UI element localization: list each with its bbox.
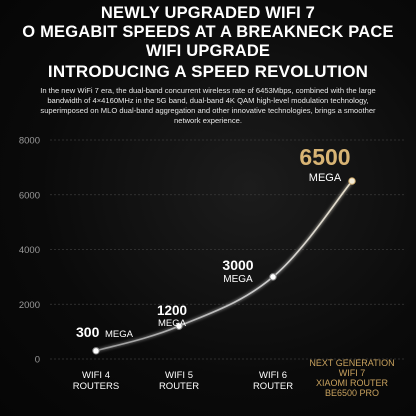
description-text: In the new WiFi 7 era, the dual-band con… (10, 86, 406, 126)
data-point (175, 322, 183, 330)
description-line-1: In the new WiFi 7 era, the dual-band con… (40, 86, 376, 95)
y-tick-label: 6000 (19, 190, 40, 201)
x-category-label: BE6500 PRO (325, 388, 379, 398)
y-tick-label: 2000 (19, 300, 40, 311)
x-category-label: WIFI 7 (339, 368, 366, 378)
headline-line-2: O MEGABIT SPEEDS AT A BREAKNECK PACE (22, 23, 394, 41)
x-category-label: NEXT GENERATION (309, 358, 394, 368)
data-label-value: 3000 (222, 257, 253, 273)
data-label-unit: MEGA (309, 172, 342, 184)
data-point (92, 347, 100, 355)
x-category-label: ROUTER (253, 381, 293, 392)
data-point (269, 273, 277, 281)
x-category-label: XIAOMI ROUTER (316, 378, 389, 388)
description-line-4: network experience. (174, 116, 242, 125)
description-line-3: superimposed on MLO dual-band aggregatio… (40, 106, 376, 115)
headline-line-4: INTRODUCING A SPEED REVOLUTION (47, 62, 369, 81)
data-point (348, 177, 356, 185)
data-label-unit: MEGA (223, 274, 253, 285)
data-label-value: 1200 (157, 303, 187, 318)
data-label-unit: MEGA (105, 329, 134, 340)
data-label-value: 300 (76, 324, 100, 340)
description-line-2: bandwidth of 4×4160MHz in the 5G band, d… (47, 96, 369, 105)
y-tick-label: 0 (35, 355, 40, 366)
y-tick-label: 8000 (19, 136, 40, 147)
data-label-value: 6500 (299, 144, 350, 170)
x-category-label: WIFI 5 (165, 370, 193, 381)
headline-line-1: NEWLY UPGRADED WIFI 7 (100, 4, 316, 22)
x-category-label: WIFI 6 (259, 370, 287, 381)
x-category-label: ROUTERS (73, 381, 119, 392)
x-category-label: ROUTER (159, 381, 199, 392)
x-category-label: WIFI 4 (82, 370, 110, 381)
series-line (95, 180, 353, 352)
y-tick-label: 4000 (19, 245, 40, 256)
headline-line-3: WIFI UPGRADE (145, 42, 271, 60)
data-label-unit: MEGA (158, 318, 187, 329)
